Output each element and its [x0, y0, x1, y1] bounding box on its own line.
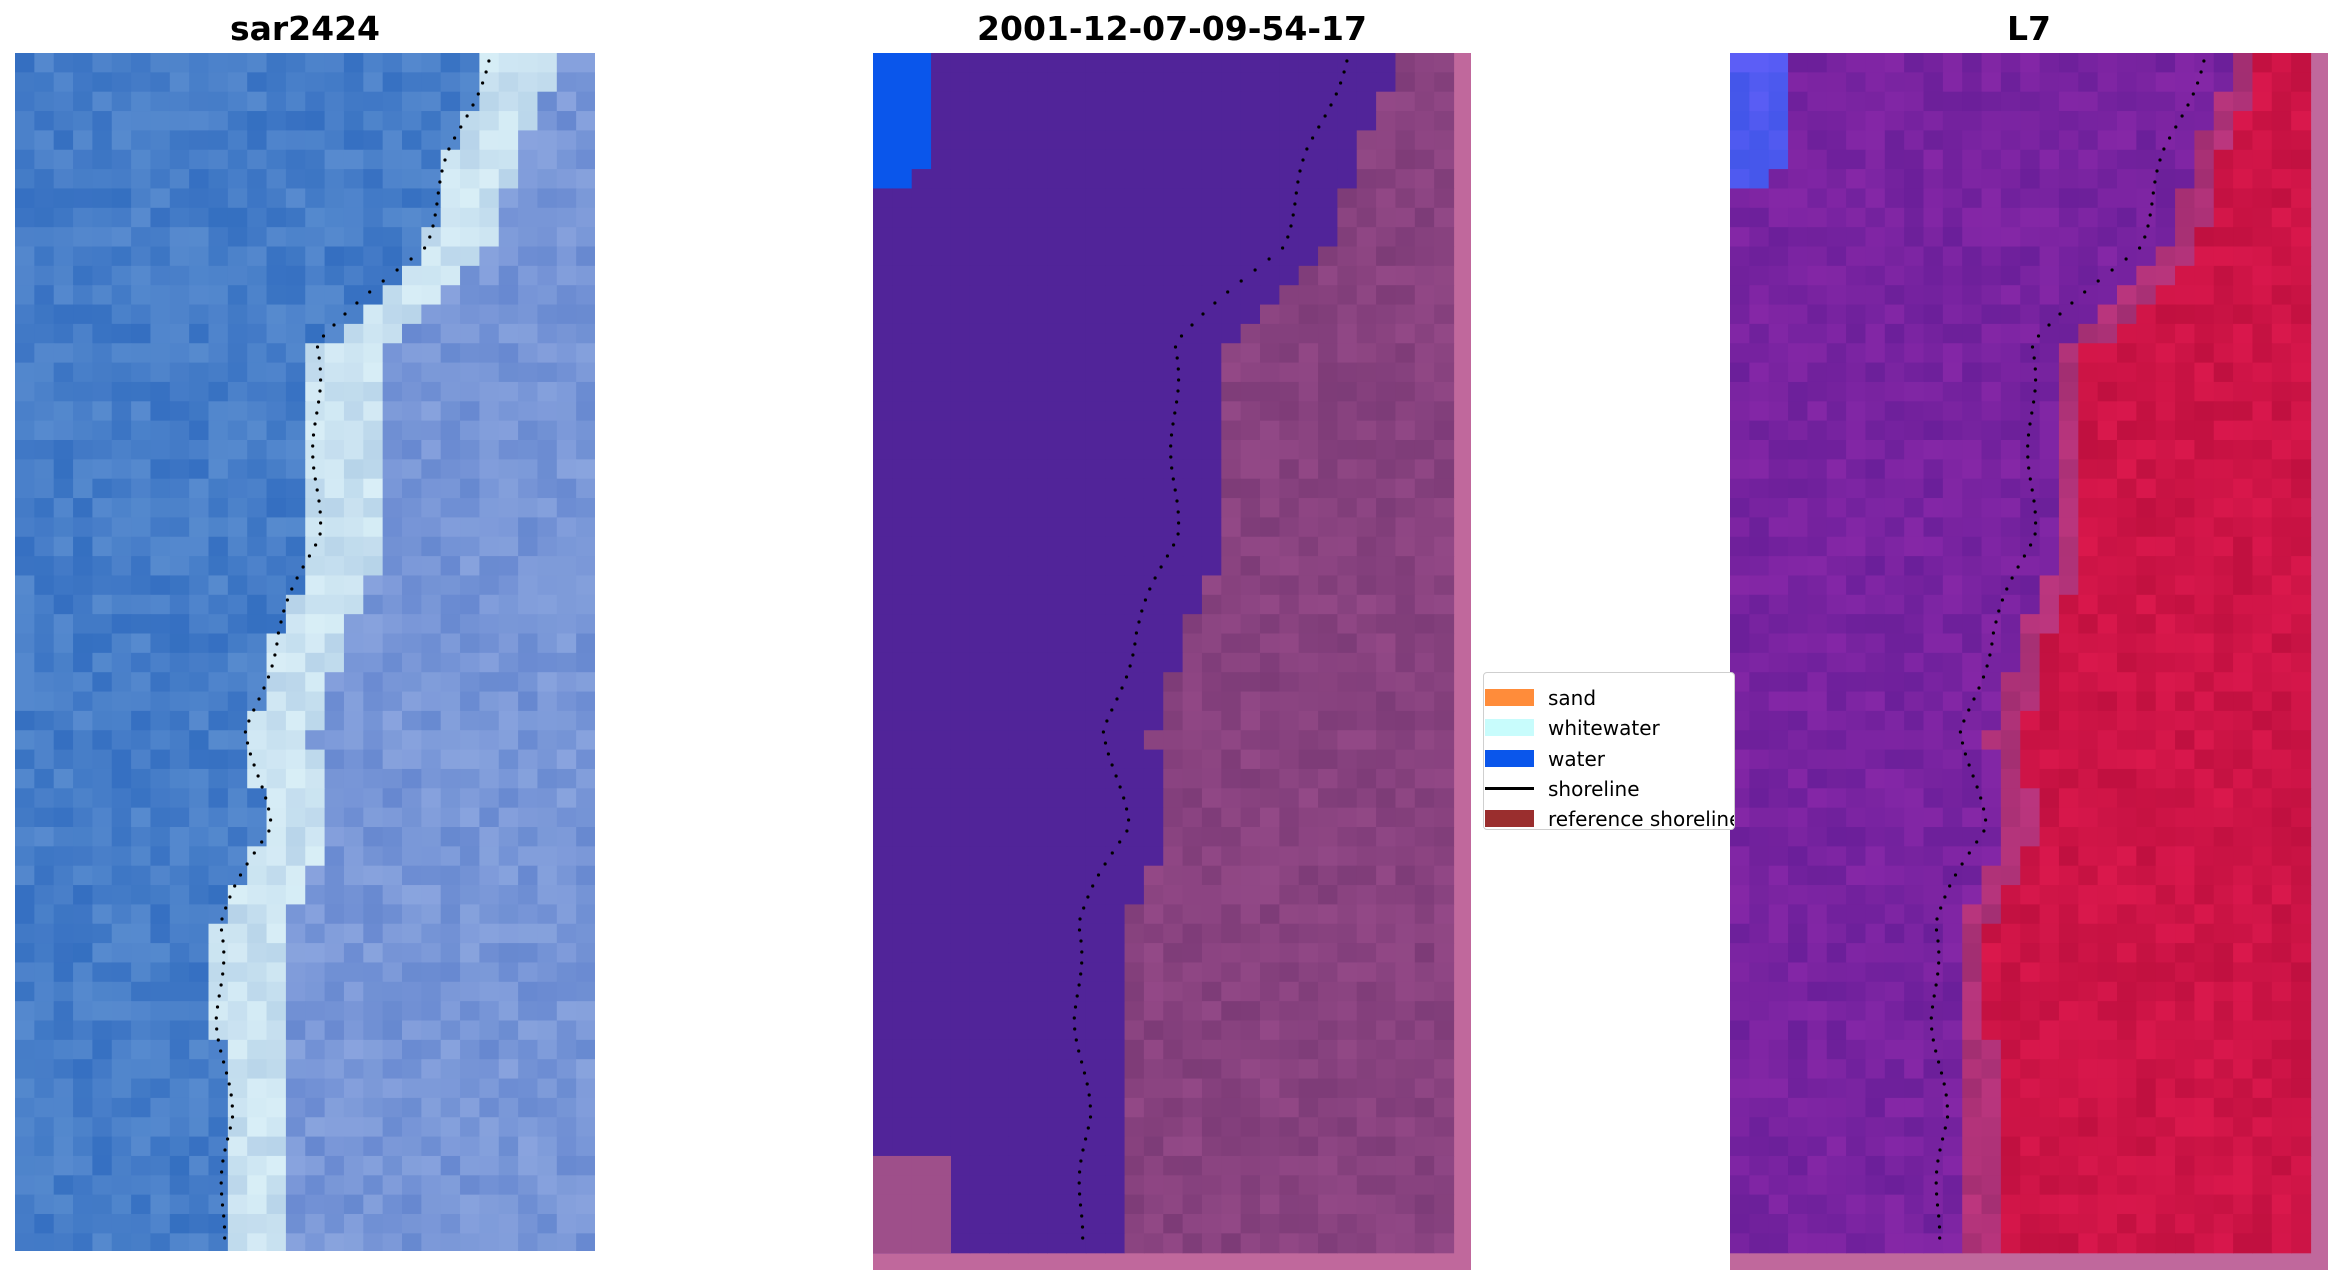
panel-title-date: 2001-12-07-09-54-17 [977, 9, 1367, 48]
index-image [1730, 53, 2328, 1270]
legend: sand whitewater water shoreline referenc… [1483, 672, 1735, 830]
legend-label-water: water [1548, 747, 1605, 771]
shoreline-line-swatch [1485, 787, 1534, 790]
classified-image-panel [873, 53, 1471, 1270]
panel-title-l7: L7 [2007, 9, 2051, 48]
reference-shoreline-swatch [1485, 810, 1534, 827]
legend-label-reference-shoreline: reference shoreline [1548, 807, 1735, 830]
panel-title-sar2424: sar2424 [229, 9, 381, 48]
index-image-panel [1730, 53, 2328, 1270]
whitewater-swatch [1485, 719, 1534, 736]
sand-swatch [1485, 689, 1534, 706]
classified-image [873, 53, 1471, 1270]
water-swatch [1485, 750, 1534, 767]
legend-label-shoreline: shoreline [1548, 777, 1640, 801]
rgb-image [15, 53, 595, 1251]
legend-label-sand: sand [1548, 686, 1597, 710]
legend-label-whitewater: whitewater [1548, 716, 1660, 740]
rgb-image-panel [15, 53, 595, 1251]
